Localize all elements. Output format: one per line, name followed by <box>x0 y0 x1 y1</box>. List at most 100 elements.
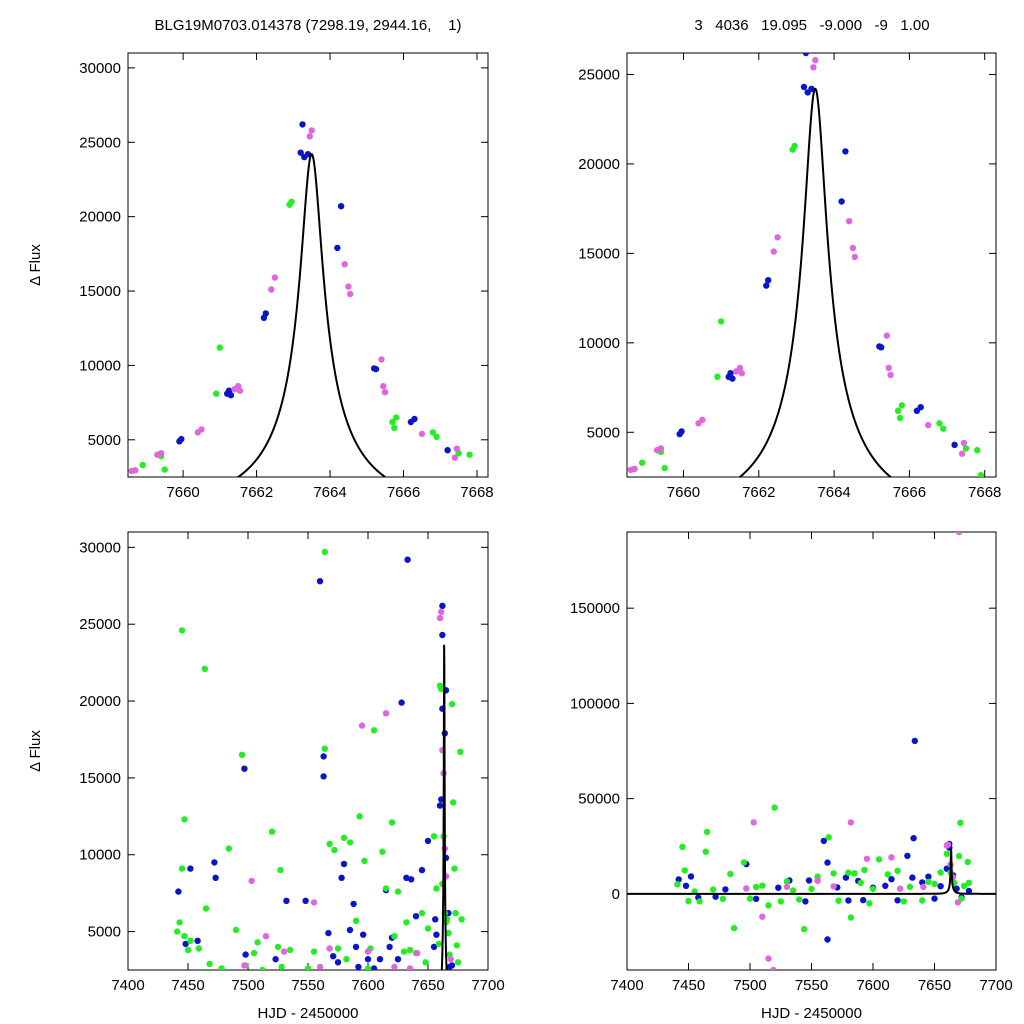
data-point-blue <box>808 85 815 93</box>
panel-bottom-left: 7400 7450 7500 7550 7600 7650 7700 5000 10000 150… <box>27 531 505 1022</box>
data-point-green <box>709 886 717 893</box>
data-point-green <box>331 846 338 854</box>
data-point-blue <box>370 965 378 970</box>
data-point-green <box>466 451 473 458</box>
data-point-blue <box>712 893 719 900</box>
data-point-magenta <box>414 949 421 957</box>
data-point-green <box>791 142 798 150</box>
data-point-green <box>974 447 981 454</box>
data-point-green <box>925 878 932 886</box>
data-point-blue <box>194 937 201 944</box>
data-point-blue <box>802 898 809 905</box>
data-point-green <box>783 878 791 885</box>
x-tick-label: 7650 <box>918 977 951 994</box>
data-point-magenta <box>326 945 333 952</box>
data-point-blue <box>316 578 324 585</box>
x-tick-label: 7662 <box>742 484 775 501</box>
y-tick-label: 10000 <box>79 847 121 864</box>
data-point-green <box>438 685 445 692</box>
data-point-blue <box>242 951 249 958</box>
data-point-green <box>321 745 328 752</box>
data-point-blue <box>444 447 451 454</box>
data-point-green <box>391 933 398 940</box>
y-tick-label: 25000 <box>79 616 121 633</box>
x-tick-label: 7500 <box>733 977 766 994</box>
data-point-green <box>894 867 901 874</box>
data-point-magenta <box>358 722 366 729</box>
data-point-green <box>406 946 414 954</box>
data-point-green <box>321 548 328 556</box>
data-point-magenta <box>236 387 244 394</box>
data-point-green <box>388 819 396 826</box>
data-point-blue <box>404 556 411 563</box>
data-point-green <box>195 945 202 952</box>
data-point-blue <box>931 895 938 902</box>
data-point-green <box>898 402 906 409</box>
data-point-blue <box>430 943 438 951</box>
data-point-magenta <box>925 421 932 429</box>
data-point-blue <box>411 415 418 423</box>
x-tick-label: 7550 <box>795 977 828 994</box>
plot-area <box>128 121 473 477</box>
data-point-blue <box>346 926 354 934</box>
data-point-green <box>259 966 266 970</box>
data-point-blue <box>909 874 916 881</box>
y-tick-label: 5000 <box>88 432 121 449</box>
data-point-green <box>800 925 808 933</box>
chart-panels: 7660 7662 7664 7666 7668 5000 10000 15000 20000 2… <box>27 52 1013 1022</box>
data-point-green <box>825 834 832 841</box>
data-point-green <box>201 665 208 672</box>
data-point-green <box>181 933 188 940</box>
data-point-blue <box>937 883 944 890</box>
data-point-magenta <box>378 356 385 363</box>
data-point-blue <box>340 860 348 868</box>
data-point-blue <box>297 149 304 156</box>
y-tick-label: 150000 <box>570 600 620 617</box>
data-point-green <box>884 871 891 878</box>
panel-top-left: 7660 7662 7664 7666 7668 5000 10000 15000 20000 2… <box>27 52 494 501</box>
data-point-blue <box>241 765 248 772</box>
data-point-blue <box>403 874 410 881</box>
data-point-green <box>400 948 408 955</box>
data-point-green <box>681 867 688 874</box>
data-point-blue <box>436 802 444 809</box>
data-point-magenta <box>306 133 313 140</box>
data-point-green <box>730 924 738 932</box>
x-tick-label: 7668 <box>968 484 1001 501</box>
data-point-magenta <box>406 965 414 970</box>
data-point-blue <box>262 310 269 317</box>
data-point-blue <box>376 956 384 963</box>
data-point-blue <box>448 962 456 969</box>
data-point-magenta <box>157 450 165 457</box>
data-point-green <box>661 464 668 472</box>
data-point-magenta <box>341 261 348 268</box>
data-point-green <box>448 700 456 708</box>
data-point-blue <box>299 121 306 128</box>
data-point-blue <box>722 886 729 893</box>
data-point-magenta <box>885 364 892 372</box>
data-point-green <box>937 869 944 876</box>
data-point-green <box>866 900 873 907</box>
data-point-green <box>232 926 240 934</box>
data-point-magenta <box>631 465 638 473</box>
data-point-magenta <box>920 883 927 891</box>
y-tick-label: 5000 <box>587 424 620 441</box>
data-point-green <box>389 418 396 426</box>
data-point-green <box>964 858 971 866</box>
x-tick-label: 7400 <box>111 977 144 994</box>
model-curve <box>440 644 448 970</box>
y-tick-label: 30000 <box>79 60 121 77</box>
data-point-blue <box>805 877 813 884</box>
data-point-magenta <box>736 364 744 372</box>
data-point-blue <box>951 441 958 448</box>
data-point-green <box>906 883 914 890</box>
data-point-blue <box>182 940 189 948</box>
data-point-blue <box>352 943 360 951</box>
data-point-green <box>453 942 460 949</box>
y-tick-label: 15000 <box>578 245 620 262</box>
data-point-green <box>429 429 437 436</box>
data-point-blue <box>763 282 770 289</box>
data-point-green <box>184 946 192 954</box>
y-tick-label: 5000 <box>88 924 121 941</box>
data-point-green <box>254 939 261 946</box>
